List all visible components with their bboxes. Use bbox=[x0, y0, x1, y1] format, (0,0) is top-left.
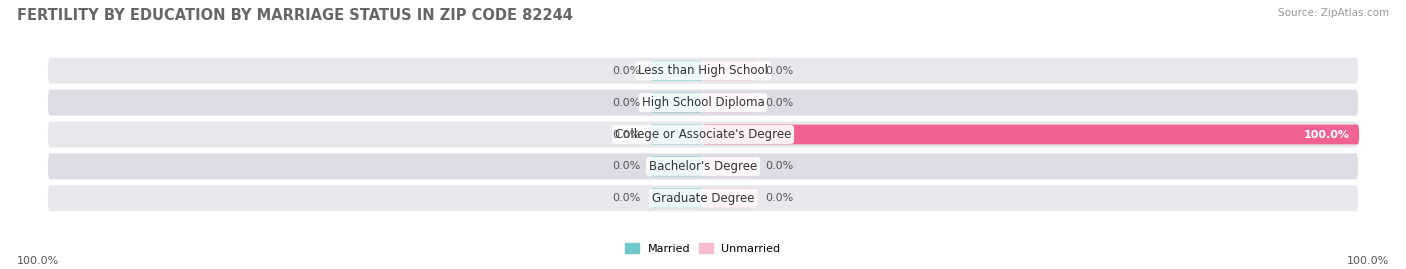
Legend: Married, Unmarried: Married, Unmarried bbox=[621, 238, 785, 258]
Text: 0.0%: 0.0% bbox=[613, 98, 641, 108]
FancyBboxPatch shape bbox=[46, 121, 1360, 148]
FancyBboxPatch shape bbox=[651, 93, 703, 112]
FancyBboxPatch shape bbox=[703, 61, 755, 81]
Text: Graduate Degree: Graduate Degree bbox=[652, 192, 754, 205]
FancyBboxPatch shape bbox=[46, 152, 1360, 180]
Text: 0.0%: 0.0% bbox=[765, 66, 793, 76]
Text: Source: ZipAtlas.com: Source: ZipAtlas.com bbox=[1278, 8, 1389, 18]
Text: 0.0%: 0.0% bbox=[613, 66, 641, 76]
Text: High School Diploma: High School Diploma bbox=[641, 96, 765, 109]
Text: 0.0%: 0.0% bbox=[765, 161, 793, 171]
FancyBboxPatch shape bbox=[651, 188, 703, 208]
FancyBboxPatch shape bbox=[703, 125, 1360, 144]
FancyBboxPatch shape bbox=[651, 61, 703, 81]
FancyBboxPatch shape bbox=[46, 89, 1360, 117]
Text: 0.0%: 0.0% bbox=[613, 129, 641, 140]
FancyBboxPatch shape bbox=[703, 157, 755, 176]
Text: 100.0%: 100.0% bbox=[1347, 256, 1389, 266]
FancyBboxPatch shape bbox=[46, 57, 1360, 85]
Text: College or Associate's Degree: College or Associate's Degree bbox=[614, 128, 792, 141]
Text: 100.0%: 100.0% bbox=[1303, 129, 1350, 140]
FancyBboxPatch shape bbox=[703, 188, 755, 208]
FancyBboxPatch shape bbox=[651, 157, 703, 176]
Text: FERTILITY BY EDUCATION BY MARRIAGE STATUS IN ZIP CODE 82244: FERTILITY BY EDUCATION BY MARRIAGE STATU… bbox=[17, 8, 572, 23]
Text: 0.0%: 0.0% bbox=[765, 193, 793, 203]
FancyBboxPatch shape bbox=[703, 93, 755, 112]
Text: 0.0%: 0.0% bbox=[613, 193, 641, 203]
Text: 0.0%: 0.0% bbox=[765, 98, 793, 108]
FancyBboxPatch shape bbox=[651, 125, 703, 144]
Text: 0.0%: 0.0% bbox=[613, 161, 641, 171]
Text: Bachelor's Degree: Bachelor's Degree bbox=[650, 160, 756, 173]
Text: Less than High School: Less than High School bbox=[638, 64, 768, 77]
Text: 100.0%: 100.0% bbox=[17, 256, 59, 266]
FancyBboxPatch shape bbox=[46, 184, 1360, 212]
